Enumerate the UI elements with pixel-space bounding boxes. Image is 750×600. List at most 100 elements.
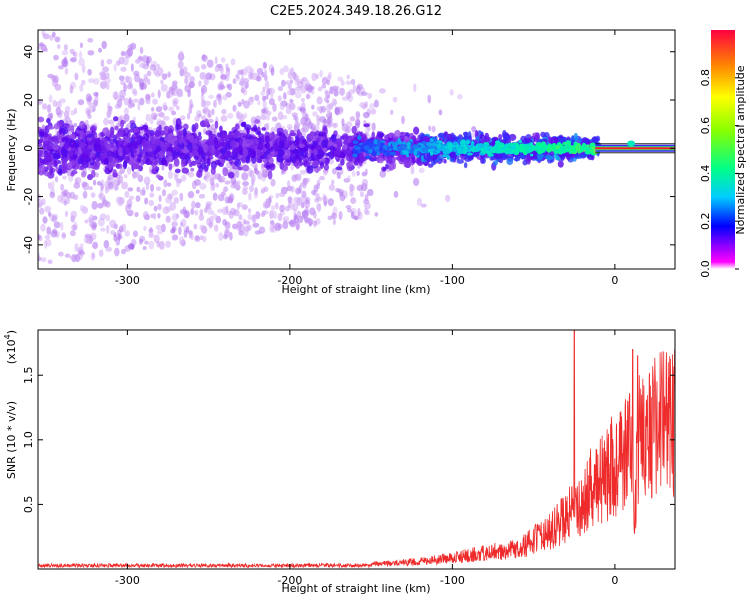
heatmap-cell [289, 129, 295, 137]
heatmap-cell [53, 54, 59, 61]
heatmap-cell [263, 61, 267, 69]
heatmap-cell [103, 158, 109, 165]
heatmap-cell [212, 192, 218, 201]
heatmap-cell [360, 91, 368, 96]
heatmap-cell [263, 186, 269, 193]
heatmap-cell [184, 76, 189, 85]
heatmap-cell [73, 182, 81, 189]
heatmap-cell [571, 147, 577, 153]
heatmap-cell [200, 63, 207, 70]
snr-panel: -300 -200 -100 00.51.01.5 Height of straigh… [3, 329, 676, 595]
heatmap-cell [342, 133, 349, 139]
heatmap-cell [199, 182, 207, 190]
heatmap-cell [352, 140, 359, 145]
heatmap-cell [336, 85, 340, 91]
heatmap-cell [124, 145, 131, 155]
heatmap-cell [148, 228, 154, 234]
heatmap-cell [205, 72, 212, 80]
heatmap-cell [63, 44, 68, 51]
heatmap-cell [323, 200, 328, 207]
heatmap-cell [79, 243, 84, 249]
heatmap-cell [163, 102, 167, 108]
snr-ytick-label: 0.5 [22, 496, 35, 514]
heatmap-cell [214, 56, 218, 65]
heatmap-cell [98, 47, 103, 53]
heatmap-cell [356, 184, 364, 192]
heatmap-cell [233, 209, 240, 217]
heatmap-cell [379, 146, 384, 152]
heatmap-cell [130, 63, 134, 72]
snr-scale-base: (x10 [5, 339, 18, 364]
heatmap-cell [202, 235, 207, 243]
heatmap-cell [477, 143, 484, 148]
heatmap-cell [156, 229, 163, 235]
heatmap-cell [214, 65, 220, 73]
heatmap-cell [123, 97, 130, 106]
heatmap-cell [183, 229, 188, 238]
heatmap-cell [124, 230, 131, 237]
heatmap-cell [295, 155, 299, 160]
heatmap-cell [446, 154, 450, 160]
heatmap-cell [269, 132, 275, 139]
heatmap-cell [86, 109, 91, 116]
heatmap-cell [236, 221, 243, 229]
heatmap-cell [387, 137, 394, 141]
heatmap-cell [186, 132, 192, 140]
heatmap-cell [318, 131, 323, 137]
heatmap-cell [190, 167, 195, 172]
heatmap-cell [53, 123, 61, 130]
heatmap-cell [285, 107, 292, 115]
heatmap-cell [171, 221, 178, 228]
heatmap-cell [123, 174, 128, 179]
heatmap-cell [269, 223, 275, 233]
heatmap-cell [332, 122, 337, 129]
heatmap-cell [149, 64, 157, 71]
heatmap-cell [227, 112, 234, 119]
heatmap-cell [87, 145, 94, 150]
heatmap-cell [327, 116, 331, 126]
heatmap-cell [260, 212, 266, 218]
colorbar-ticks: 0.00.20.40.60.8 [699, 69, 739, 278]
heatmap-cell [326, 94, 331, 99]
heatmap-cell [126, 142, 133, 148]
heatmap-cell [102, 127, 110, 135]
heatmap-cell [436, 144, 440, 149]
heatmap-cell [243, 112, 248, 119]
heatmap-cell [251, 72, 259, 81]
heatmap-cell [374, 148, 380, 152]
heatmap-cell [252, 222, 260, 228]
heatmap-cell [349, 190, 354, 197]
heatmap-cell [100, 153, 108, 159]
heatmap-cell [64, 253, 71, 258]
heatmap-cell [410, 165, 415, 175]
heatmap-cell [331, 212, 338, 220]
heatmap-cell [371, 122, 376, 132]
snr-xtick-label: 0 [611, 574, 618, 587]
heatmap-cell [457, 93, 463, 100]
heatmap-cell [54, 176, 59, 183]
heatmap-cell [166, 90, 171, 99]
heatmap-cell [139, 82, 145, 91]
heatmap-cell [328, 71, 332, 80]
heatmap-cell [41, 257, 47, 263]
heatmap-cell [257, 73, 261, 82]
heatmap-cell [242, 181, 250, 187]
heatmap-cell [306, 165, 314, 174]
heatmap-cell [204, 207, 208, 213]
heatmap-cell [139, 189, 146, 196]
heatmap-cell [522, 159, 528, 166]
heatmap-cell [142, 246, 147, 251]
heatmap-cell [171, 110, 177, 116]
heatmap-cell [105, 246, 113, 252]
spec-xtick-label: 0 [611, 274, 618, 287]
heatmap-cell [51, 180, 55, 190]
heatmap-cell [103, 240, 110, 249]
heatmap-cell [97, 202, 104, 209]
heatmap-cell [221, 108, 227, 115]
heatmap-cell [279, 101, 286, 111]
heatmap-cell [77, 157, 84, 165]
heatmap-cell [299, 169, 307, 175]
heatmap-cell [110, 147, 114, 152]
heatmap-cell [46, 161, 53, 169]
heatmap-cell [189, 99, 193, 108]
